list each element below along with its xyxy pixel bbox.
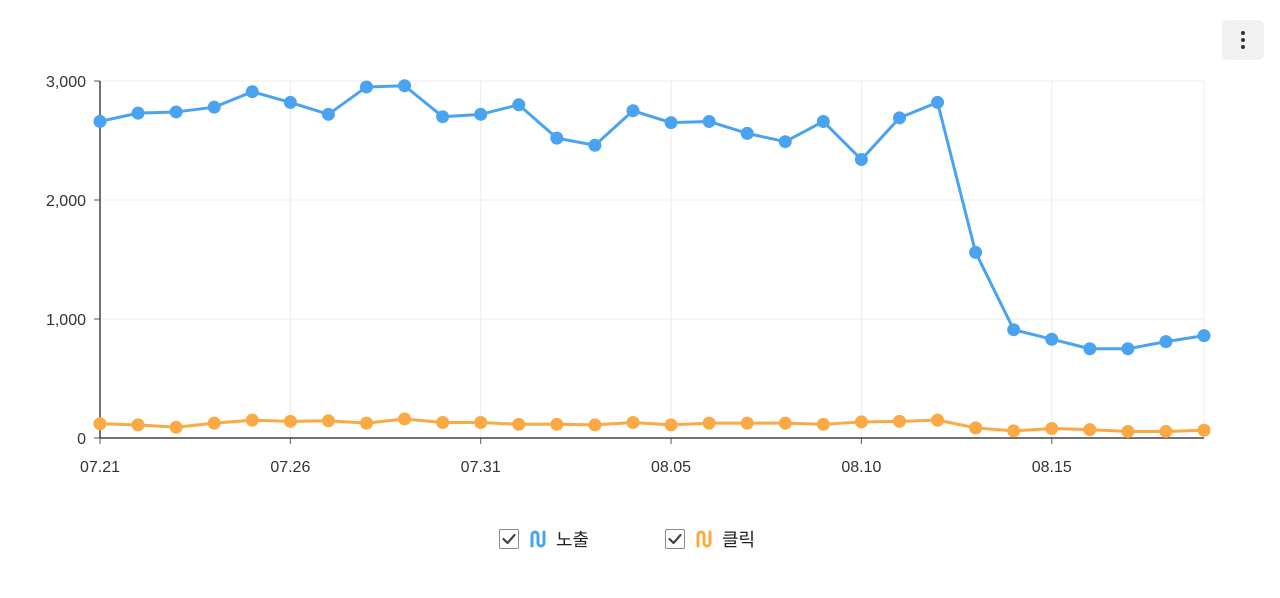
chart-legend: 노출 클릭 — [0, 524, 1280, 554]
legend-checkbox[interactable] — [665, 529, 685, 549]
axes: 0 1,000 2,000 3,000 07.21 07.26 07.31 08.05 08.1… — [46, 74, 1204, 476]
series-line-icon — [696, 530, 712, 548]
x-tick-label: 07.21 — [80, 459, 120, 476]
data-point[interactable] — [283, 95, 297, 109]
y-tick-label: 0 — [77, 431, 86, 448]
data-point[interactable] — [892, 414, 906, 428]
chart-menu-button[interactable] — [1222, 20, 1264, 60]
data-point[interactable] — [1045, 332, 1059, 346]
data-point[interactable] — [398, 412, 412, 426]
data-point[interactable] — [474, 416, 488, 430]
data-point[interactable] — [321, 414, 335, 428]
data-point[interactable] — [512, 417, 526, 431]
data-point[interactable] — [436, 110, 450, 124]
legend-label: 노출 — [556, 530, 590, 550]
data-point[interactable] — [931, 95, 945, 109]
y-tick-label: 1,000 — [46, 312, 86, 329]
data-point[interactable] — [1121, 424, 1135, 438]
data-point[interactable] — [359, 80, 373, 94]
series-line — [99, 84, 1205, 351]
x-tick-label: 08.15 — [1032, 459, 1072, 476]
data-point[interactable] — [1121, 342, 1135, 356]
x-tick-label: 08.05 — [651, 459, 691, 476]
x-tick-label: 08.10 — [841, 459, 881, 476]
data-point[interactable] — [740, 126, 754, 140]
legend-item-clicks[interactable]: 클릭 — [665, 524, 755, 554]
data-point[interactable] — [1197, 423, 1211, 437]
grid-lines — [100, 80, 1205, 438]
series-clicks — [93, 412, 1211, 438]
data-point[interactable] — [131, 418, 145, 432]
legend-label: 클릭 — [722, 530, 756, 550]
data-point[interactable] — [588, 138, 602, 152]
data-point[interactable] — [816, 114, 830, 128]
data-point[interactable] — [969, 245, 983, 259]
data-point[interactable] — [702, 416, 716, 430]
x-tick-label: 07.31 — [461, 459, 501, 476]
data-point[interactable] — [474, 107, 488, 121]
check-icon — [502, 533, 516, 545]
series-layer — [93, 79, 1211, 438]
data-point[interactable] — [550, 131, 564, 145]
data-point[interactable] — [398, 79, 412, 93]
data-point[interactable] — [245, 413, 259, 427]
data-point[interactable] — [1007, 323, 1021, 337]
data-point[interactable] — [283, 414, 297, 428]
y-tick-label: 2,000 — [46, 193, 86, 210]
data-point[interactable] — [207, 100, 221, 114]
series-line — [99, 417, 1205, 433]
data-point[interactable] — [816, 417, 830, 431]
data-point[interactable] — [1159, 335, 1173, 349]
data-point[interactable] — [588, 418, 602, 432]
data-point[interactable] — [512, 98, 526, 112]
data-point[interactable] — [1197, 329, 1211, 343]
x-tick-label: 07.26 — [270, 459, 310, 476]
data-point[interactable] — [740, 416, 754, 430]
data-point[interactable] — [778, 135, 792, 149]
data-point[interactable] — [854, 415, 868, 429]
data-point[interactable] — [664, 418, 678, 432]
check-icon — [668, 533, 682, 545]
data-point[interactable] — [969, 421, 983, 435]
data-point[interactable] — [207, 416, 221, 430]
data-point[interactable] — [321, 107, 335, 121]
data-point[interactable] — [1159, 424, 1173, 438]
legend-item-impressions[interactable]: 노출 — [499, 524, 589, 554]
data-point[interactable] — [93, 417, 107, 431]
data-point[interactable] — [169, 105, 183, 119]
data-point[interactable] — [436, 416, 450, 430]
data-point[interactable] — [1045, 421, 1059, 435]
data-point[interactable] — [778, 416, 792, 430]
data-point[interactable] — [626, 416, 640, 430]
data-point[interactable] — [131, 106, 145, 120]
data-point[interactable] — [626, 104, 640, 118]
data-point[interactable] — [892, 111, 906, 125]
data-point[interactable] — [1007, 424, 1021, 438]
series-line-icon — [530, 530, 546, 548]
data-point[interactable] — [1083, 423, 1097, 437]
legend-checkbox[interactable] — [499, 529, 519, 549]
data-point[interactable] — [931, 413, 945, 427]
series-impressions — [93, 79, 1211, 356]
data-point[interactable] — [169, 420, 183, 434]
data-point[interactable] — [1083, 342, 1097, 356]
data-point[interactable] — [854, 153, 868, 167]
data-point[interactable] — [245, 85, 259, 99]
data-point[interactable] — [550, 417, 564, 431]
data-point[interactable] — [359, 416, 373, 430]
y-tick-label: 3,000 — [46, 74, 86, 91]
data-point[interactable] — [93, 114, 107, 128]
data-point[interactable] — [664, 116, 678, 130]
data-point[interactable] — [702, 114, 716, 128]
more-vertical-icon — [1241, 31, 1245, 49]
